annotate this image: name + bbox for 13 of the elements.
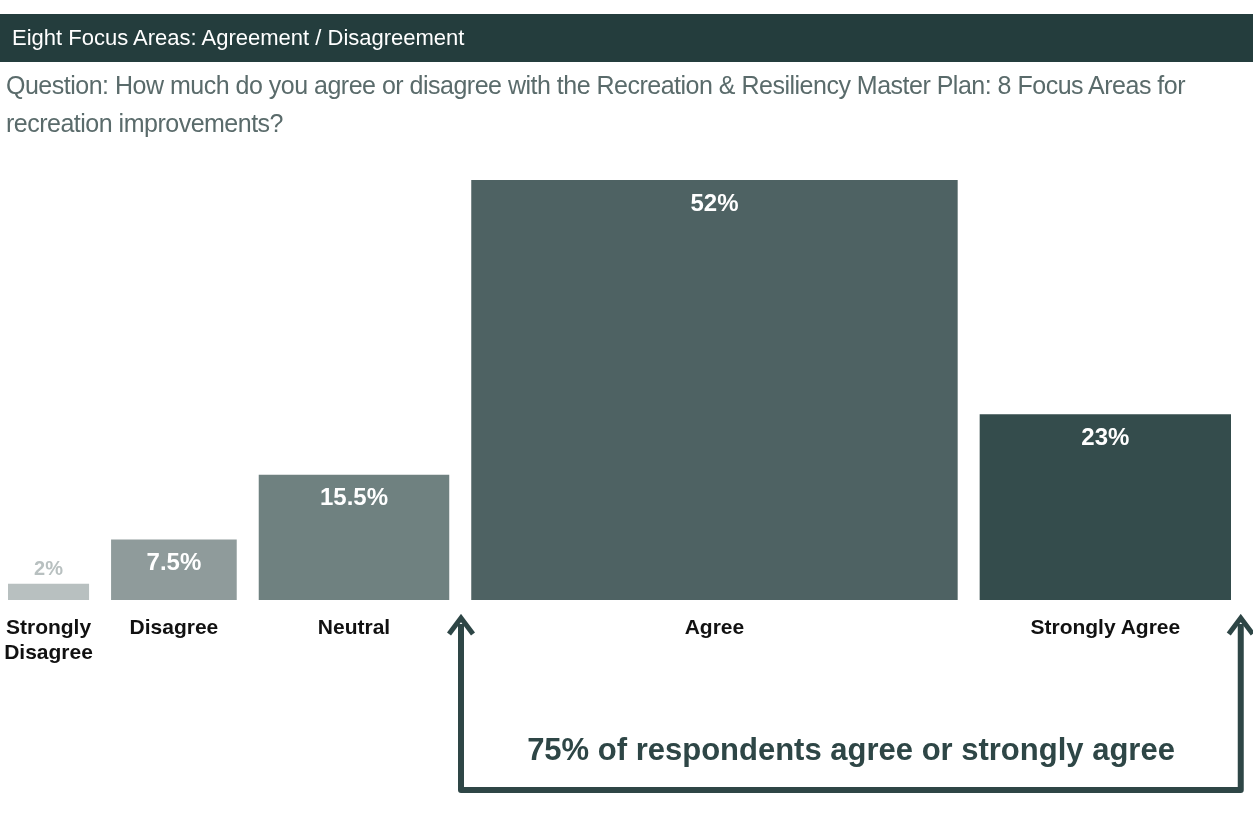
data-label: 23%	[1081, 422, 1130, 450]
data-label: 52%	[690, 188, 739, 216]
x-tick-label: Strongly Disagree	[4, 615, 93, 664]
data-label: 2%	[34, 557, 64, 580]
x-tick-label: Disagree	[129, 615, 219, 639]
x-tick-label: Agree	[684, 615, 745, 639]
data-label: 7.5%	[146, 548, 202, 576]
text: 75% of respondents agree or strongly agree	[527, 732, 1175, 768]
data-label: 15.5%	[319, 483, 389, 511]
chart-title: Eight Focus Areas: Agreement / Disagreement	[0, 14, 1253, 62]
x-tick-label: Neutral	[317, 615, 391, 639]
chart-subtitle: Question: How much do you agree or disagree with the Recreation & Resiliency Master Plan: 8 Focus Areas for recreation improvements?	[6, 70, 1187, 139]
x-tick-label: Strongly Agree	[1030, 615, 1181, 639]
